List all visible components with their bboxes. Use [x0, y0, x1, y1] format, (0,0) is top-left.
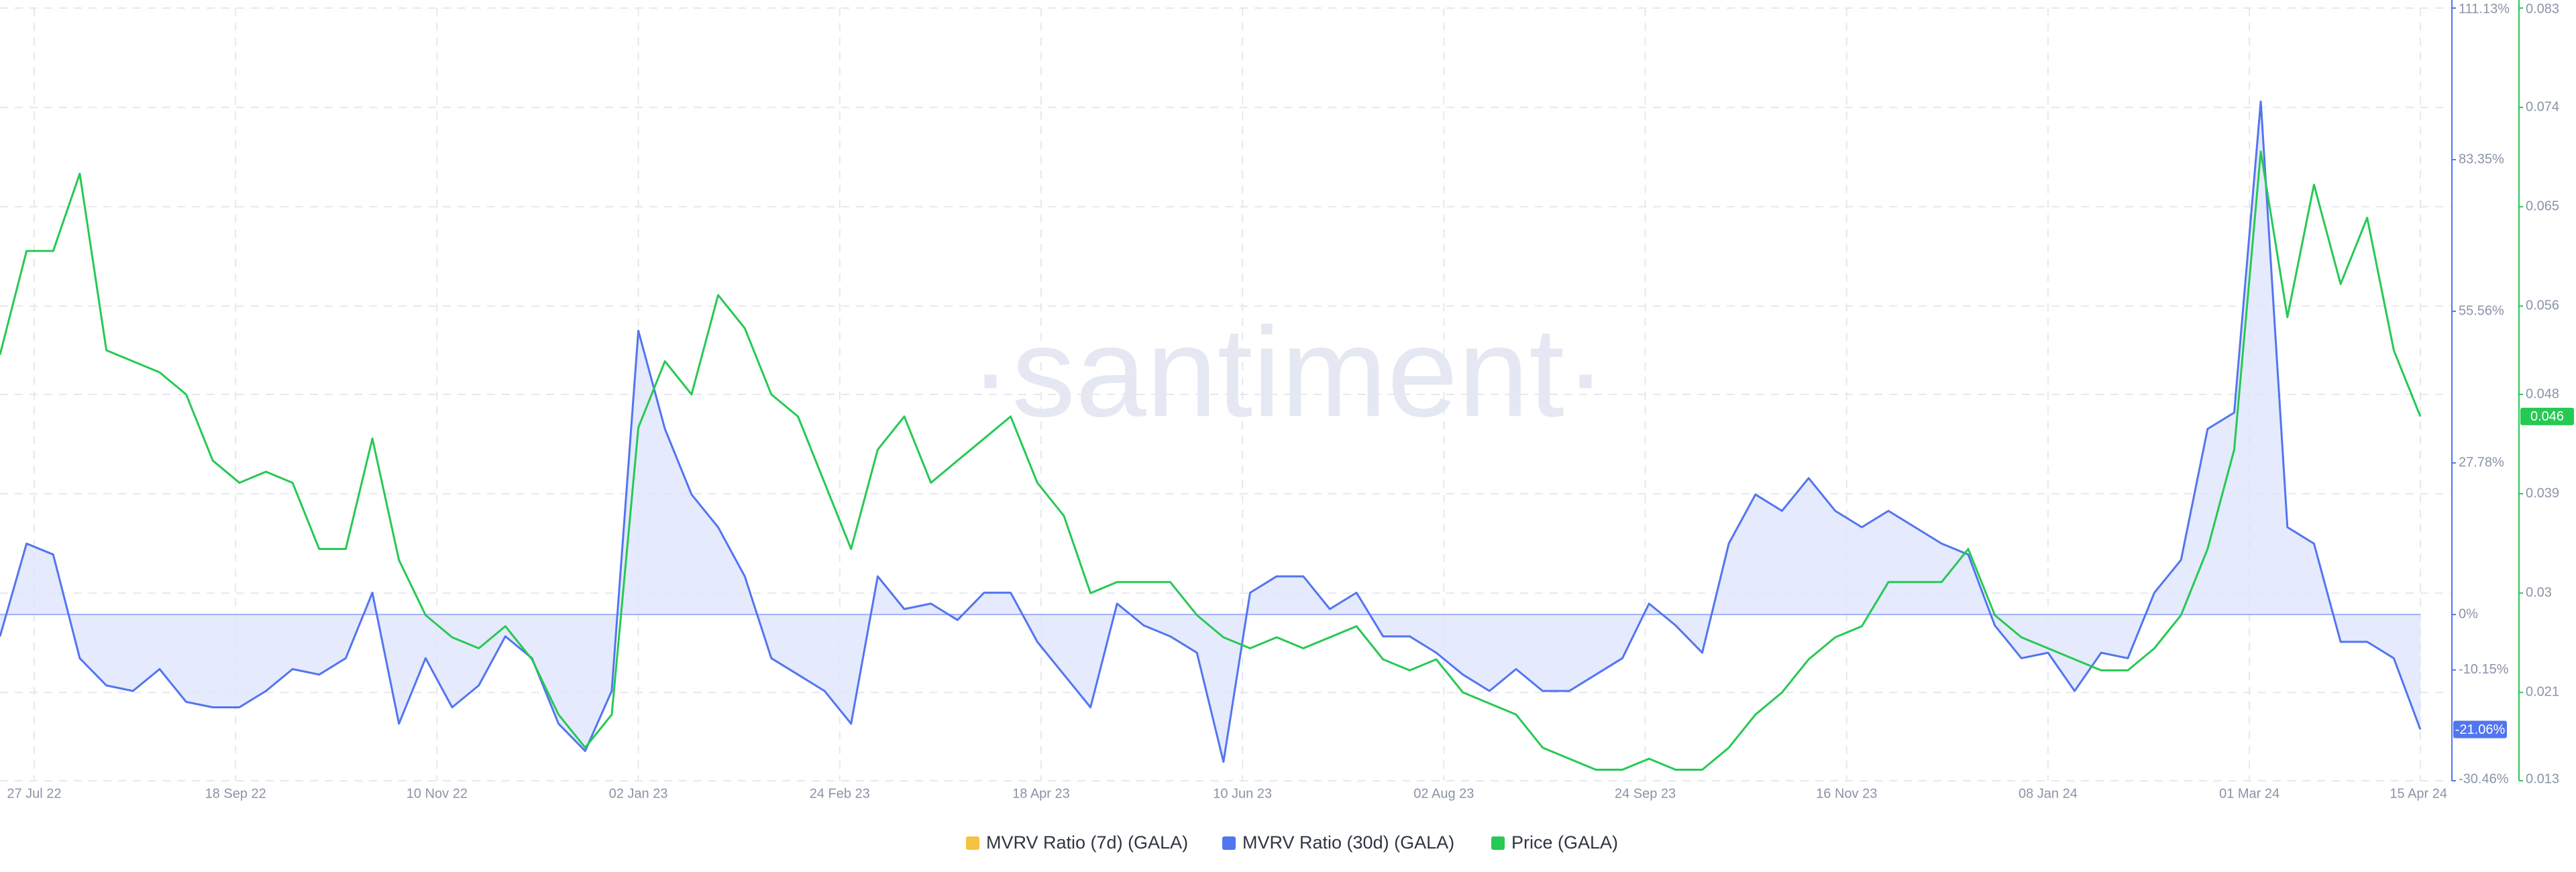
legend-label: MVRV Ratio (7d) (GALA): [986, 832, 1188, 853]
watermark: ·santiment·: [969, 301, 1607, 443]
series-line: [0, 100, 2422, 763]
legend-label: Price (GALA): [1511, 832, 1618, 853]
area-fill: [0, 101, 2420, 762]
x-tick-label: 27 Jul 22: [7, 786, 61, 801]
legend-swatch: [1222, 836, 1236, 850]
x-tick-label: 10 Nov 22: [407, 786, 468, 801]
x-tick-label: 08 Jan 24: [2019, 786, 2078, 801]
last-value-badge: [2453, 720, 2507, 739]
y2-tick-label: 0.065: [2526, 199, 2559, 214]
legend-swatch: [1491, 836, 1505, 850]
y2-tick-label: 0.074: [2526, 99, 2559, 114]
x-tick-label: 02 Aug 23: [1413, 786, 1474, 801]
x-tick-label: 01 Mar 24: [2219, 786, 2279, 801]
y-tick-label: 0%: [2459, 606, 2478, 621]
y2-tick-label: 0.03: [2526, 586, 2552, 600]
legend-swatch: [966, 836, 979, 850]
y2-tick-label: 0.056: [2526, 298, 2559, 313]
y2-tick-label: 0.039: [2526, 486, 2559, 500]
y-tick-label: 83.35%: [2459, 152, 2504, 166]
y2-tick-label: 0.083: [2526, 1, 2559, 16]
x-tick-label: 24 Feb 23: [810, 786, 870, 801]
last-value-badge: [2520, 407, 2574, 425]
last-value-label: -21.06%: [2455, 722, 2506, 737]
legend-label: MVRV Ratio (30d) (GALA): [1242, 832, 1454, 853]
y-tick-label: 55.56%: [2459, 303, 2504, 318]
y-tick-label: 111.13%: [2459, 1, 2510, 16]
x-tick-label: 16 Nov 23: [1816, 786, 1877, 801]
x-tick-label: 15 Apr 24: [2390, 786, 2447, 801]
x-tick-label: 24 Sep 23: [1615, 786, 1676, 801]
y2-tick-label: 0.013: [2526, 771, 2559, 786]
y2-tick-label: 0.021: [2526, 685, 2559, 700]
x-tick-label: 18 Apr 23: [1012, 786, 1070, 801]
y-tick-label: -30.46%: [2459, 771, 2509, 786]
x-tick-label: 02 Jan 23: [609, 786, 668, 801]
x-tick-label: 18 Sep 22: [205, 786, 266, 801]
series-line: [0, 150, 2422, 771]
y-tick-label: 27.78%: [2459, 455, 2504, 470]
y-tick-label: -10.15%: [2459, 662, 2509, 677]
x-tick-label: 10 Jun 23: [1213, 786, 1272, 801]
last-value-label: 0.046: [2530, 409, 2564, 424]
y2-tick-label: 0.048: [2526, 386, 2559, 401]
